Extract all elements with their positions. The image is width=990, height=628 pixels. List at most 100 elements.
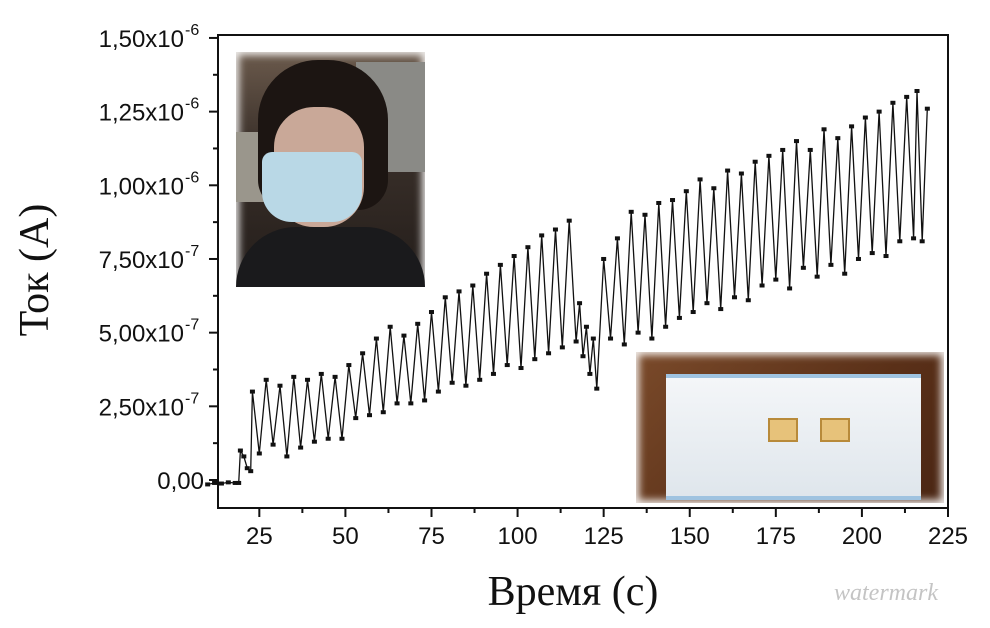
data-point	[401, 333, 407, 338]
data-point	[849, 124, 855, 129]
data-point	[800, 265, 806, 270]
data-point	[422, 398, 428, 403]
data-point	[793, 139, 799, 144]
y-tick-mantissa: 1,25x10	[99, 100, 184, 127]
data-point	[759, 283, 765, 288]
data-point	[212, 480, 218, 485]
data-point	[284, 454, 290, 459]
x-tick-label: 100	[498, 523, 538, 550]
data-point	[463, 383, 469, 388]
y-tick-mantissa: 0,00	[157, 468, 204, 495]
data-point	[497, 262, 503, 267]
data-point	[539, 233, 545, 238]
data-point	[704, 301, 710, 306]
data-point	[628, 209, 634, 214]
data-point	[745, 298, 751, 303]
sensor-left-shape	[768, 418, 798, 442]
data-point	[270, 442, 276, 447]
y-axis-title: Ток (А)	[12, 204, 58, 337]
data-point	[346, 363, 352, 368]
data-point	[428, 310, 434, 315]
data-point	[263, 377, 269, 382]
data-point	[552, 227, 558, 232]
data-point	[718, 307, 724, 312]
data-point	[773, 277, 779, 282]
data-point	[656, 200, 662, 205]
data-point	[205, 482, 211, 487]
data-point	[291, 374, 297, 379]
data-point	[339, 436, 345, 441]
data-point	[511, 254, 517, 259]
data-point	[663, 324, 669, 329]
data-point	[890, 100, 896, 105]
y-tick-label: 1,25x10	[99, 100, 184, 127]
sensor-right-shape	[820, 418, 850, 442]
y-tick-mantissa: 1,00x10	[99, 173, 184, 200]
y-tick-mantissa: 5,00x10	[99, 321, 184, 348]
data-point	[387, 324, 393, 329]
data-point	[236, 480, 242, 485]
data-point	[435, 389, 441, 394]
data-point	[807, 147, 813, 152]
y-tick-exponent: -6	[185, 169, 199, 186]
data-point	[583, 324, 589, 329]
data-point	[232, 480, 238, 485]
data-point	[484, 271, 490, 276]
data-point	[587, 371, 593, 376]
data-point	[456, 289, 462, 294]
data-point	[311, 439, 317, 444]
data-point	[559, 345, 565, 350]
data-point	[766, 153, 772, 158]
data-point	[490, 371, 496, 376]
y-tick-label: 7,50x10	[99, 247, 184, 274]
data-point	[394, 401, 400, 406]
y-tick-mantissa: 1,50x10	[99, 26, 184, 53]
data-point	[828, 262, 834, 267]
data-point	[305, 377, 311, 382]
y-tick-exponent: -7	[185, 317, 199, 334]
data-point	[690, 310, 696, 315]
data-point	[883, 254, 889, 259]
data-point	[924, 106, 930, 111]
y-tick-mantissa: 2,50x10	[99, 394, 184, 421]
data-point	[277, 383, 283, 388]
data-point	[532, 357, 538, 362]
data-point	[683, 189, 689, 194]
data-point	[518, 366, 524, 371]
x-tick-label: 150	[670, 523, 710, 550]
data-point	[256, 451, 262, 456]
data-point	[573, 339, 579, 344]
data-point	[525, 245, 531, 250]
data-point	[325, 436, 331, 441]
data-point	[442, 295, 448, 300]
face-mask-shape	[262, 152, 362, 222]
data-point	[821, 127, 827, 132]
inset-photo-person	[236, 52, 425, 287]
data-point	[904, 94, 910, 99]
data-point	[580, 354, 586, 359]
x-tick-label: 175	[756, 523, 796, 550]
data-point	[353, 416, 359, 421]
data-point	[225, 480, 231, 485]
x-tick-label: 125	[584, 523, 624, 550]
data-point	[670, 198, 676, 203]
data-point	[241, 454, 247, 459]
data-point	[594, 386, 600, 391]
data-point	[711, 186, 717, 191]
data-point	[244, 466, 250, 471]
data-point	[237, 448, 243, 453]
y-tick-label: 0,00	[157, 468, 204, 495]
x-tick-label: 50	[332, 523, 359, 550]
data-point	[787, 286, 793, 291]
series-line	[207, 90, 928, 486]
data-point	[577, 301, 583, 306]
data-point	[380, 410, 386, 415]
data-point	[649, 336, 655, 341]
data-point	[914, 88, 920, 93]
data-point	[470, 283, 476, 288]
data-point	[911, 236, 917, 241]
data-point	[814, 274, 820, 279]
data-point	[248, 469, 254, 474]
data-point	[635, 330, 641, 335]
